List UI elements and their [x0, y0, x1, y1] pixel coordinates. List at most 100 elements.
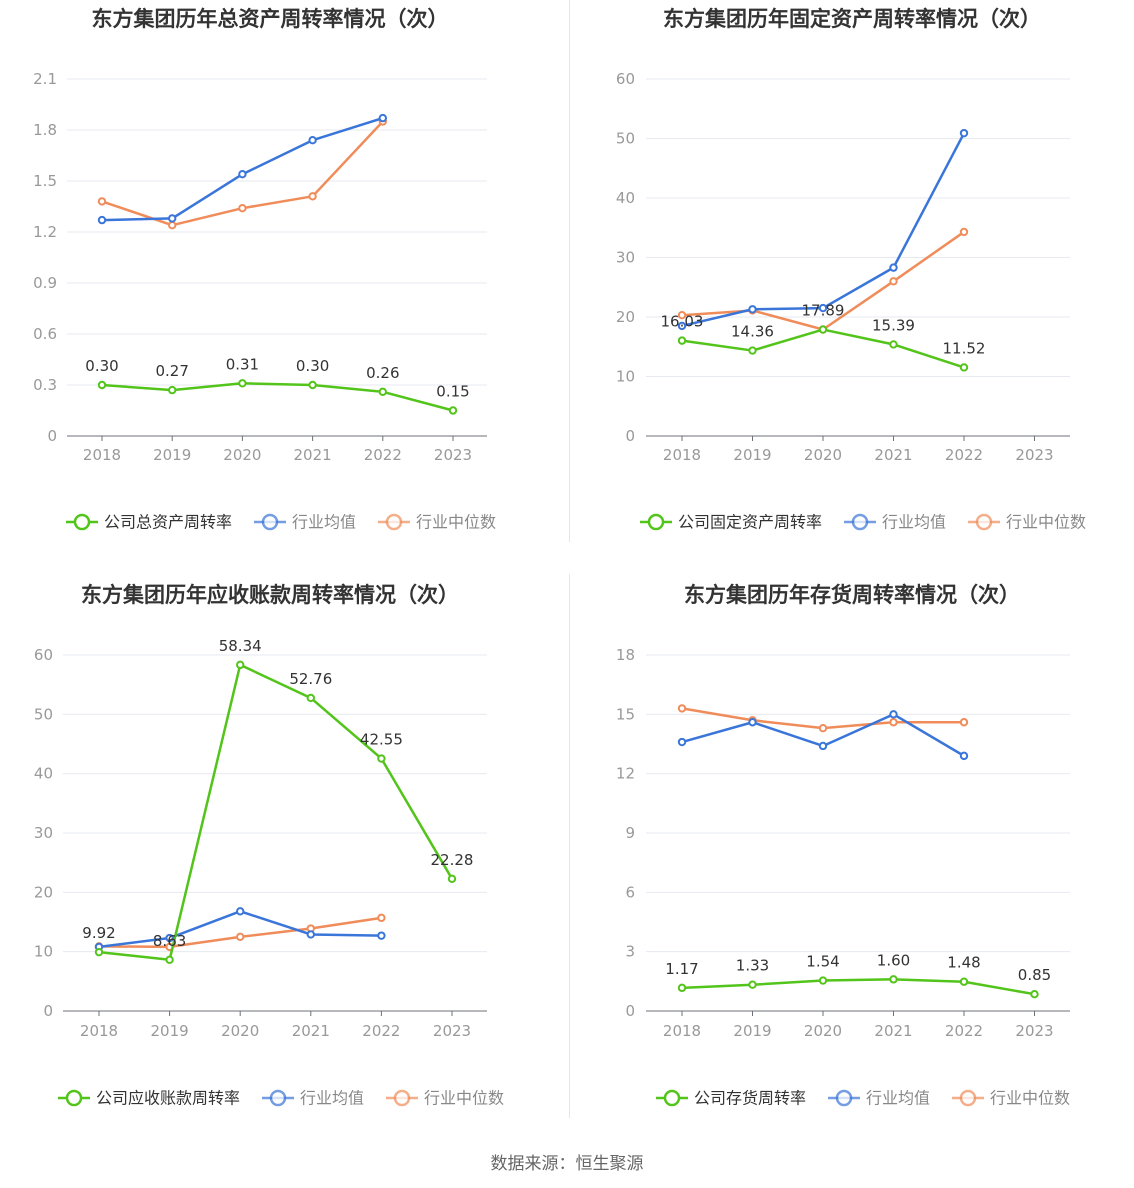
legend-item-company: 公司存货周转率: [656, 1089, 806, 1108]
y-tick-label: 50: [34, 705, 53, 723]
data-label: 14.36: [731, 323, 774, 341]
data-point-avg: [165, 933, 174, 943]
data-label: 1.60: [877, 951, 910, 969]
chart-panel-total-asset-turnover: 东方集团历年总资产周转率情况（次） 0 0.3 0.6 0.9 1.2 1.5 1.8 2.1 2…: [0, 0, 567, 545]
data-label: 1.48: [947, 954, 980, 972]
x-tick-label: 2021: [874, 1022, 912, 1040]
data-label: 0.30: [296, 357, 329, 375]
data-label: 0.85: [1018, 966, 1051, 984]
x-tick-label: 2022: [945, 446, 983, 464]
legend-label: 行业中位数: [1006, 513, 1086, 532]
data-point-company: [238, 379, 247, 388]
data-point-avg: [236, 907, 245, 916]
data-label: 0.30: [85, 357, 118, 375]
data-point-avg: [238, 170, 247, 179]
data-point-avg: [748, 718, 757, 727]
legend-item-avg: 行业均值: [254, 513, 356, 532]
x-tick-label: 2020: [221, 1022, 259, 1040]
data-point-avg: [748, 305, 757, 314]
x-tick-label: 2021: [292, 1022, 330, 1040]
y-tick-label: 0: [625, 1002, 635, 1020]
data-point-avg: [889, 263, 898, 272]
data-point-avg: [959, 128, 969, 138]
legend-item-median: 行业中位数: [968, 513, 1086, 532]
data-point-median: [889, 718, 898, 727]
legend-label: 行业均值: [882, 513, 946, 532]
x-tick-label: 2020: [804, 1022, 842, 1040]
data-point-avg: [889, 710, 898, 719]
legend-item-avg: 行业均值: [844, 513, 946, 532]
data-label: 0.15: [436, 383, 469, 401]
x-tick-label: 2019: [153, 446, 191, 464]
series-line-company: [681, 978, 1035, 996]
y-tick-label: 10: [34, 943, 53, 961]
data-point-median: [889, 277, 898, 286]
data-point-company: [1030, 989, 1039, 999]
data-point-company: [168, 385, 177, 395]
y-tick-label: 40: [616, 189, 635, 207]
legend-item-median: 行业中位数: [378, 513, 496, 532]
x-tick-label: 2022: [945, 1022, 983, 1040]
legend-marker: [663, 1089, 681, 1107]
data-point-company: [959, 363, 969, 372]
y-tick-label: 30: [34, 824, 53, 842]
x-tick-label: 2023: [1015, 446, 1053, 464]
data-point-company: [448, 406, 458, 415]
x-tick-label: 2022: [364, 446, 402, 464]
data-point-avg: [677, 737, 687, 747]
y-tick-label: 40: [34, 765, 53, 783]
legend-item-median: 行业中位数: [952, 1089, 1070, 1108]
data-label: 9.92: [82, 924, 115, 942]
chart-panel-fixed-asset-turnover: 东方集团历年固定资产周转率情况（次） 0 10 20 30 40 50 60 2018 2019 2…: [570, 0, 1134, 545]
data-point-company: [959, 977, 969, 986]
data-label: 1.54: [806, 953, 839, 971]
legend-marker: [261, 513, 279, 531]
y-tick-label: 2.1: [33, 70, 57, 88]
legend-marker: [65, 1089, 83, 1107]
data-label: 11.52: [943, 339, 986, 357]
legend-marker: [959, 1089, 977, 1107]
legend-item-median: 行业中位数: [386, 1089, 504, 1108]
y-tick-label: 15: [616, 705, 635, 723]
y-tick-label: 60: [34, 646, 53, 664]
chart-svg: 东方集团历年固定资产周转率情况（次） 0 10 20 30 40 50 60 2018 2019 2…: [616, 7, 1086, 532]
series-line-avg: [98, 910, 382, 949]
data-label: 52.76: [289, 670, 332, 688]
data-point-avg: [378, 113, 387, 123]
data-label: 15.39: [872, 316, 915, 334]
data-point-median: [308, 192, 317, 201]
legend-label: 行业均值: [866, 1089, 930, 1108]
legend-marker: [73, 513, 91, 531]
legend-marker: [393, 1089, 411, 1107]
data-point-company: [748, 980, 757, 989]
data-point-median: [959, 227, 969, 237]
y-tick-label: 20: [34, 883, 53, 901]
x-tick-label: 2023: [433, 1022, 471, 1040]
y-tick-label: 1.5: [33, 172, 57, 190]
y-tick-label: 1.8: [33, 121, 57, 139]
series-line-company: [101, 382, 454, 412]
legend-marker: [269, 1089, 287, 1107]
y-tick-label: 3: [625, 943, 635, 961]
data-point-median: [236, 932, 245, 942]
data-point-median: [818, 723, 828, 733]
data-point-company: [377, 754, 386, 763]
x-tick-label: 2023: [434, 446, 472, 464]
chart-title: 东方集团历年固定资产周转率情况（次）: [663, 7, 1041, 31]
y-tick-label: 10: [616, 368, 635, 386]
data-point-company: [306, 693, 315, 703]
data-point-median: [168, 221, 177, 230]
legend-label: 行业中位数: [416, 513, 496, 532]
data-label: 42.55: [360, 731, 403, 749]
legend-marker: [975, 513, 993, 531]
y-tick-label: 18: [616, 646, 635, 664]
data-point-company: [94, 947, 104, 957]
legend-marker: [835, 1089, 853, 1107]
chart-title: 东方集团历年总资产周转率情况（次）: [92, 7, 449, 31]
data-source-text: 数据来源：恒生聚源: [490, 1154, 644, 1174]
legend-label: 公司固定资产周转率: [678, 513, 822, 532]
legend-item-company: 公司固定资产周转率: [640, 513, 822, 532]
legend-label: 公司总资产周转率: [104, 513, 232, 532]
data-point-company: [97, 380, 107, 390]
